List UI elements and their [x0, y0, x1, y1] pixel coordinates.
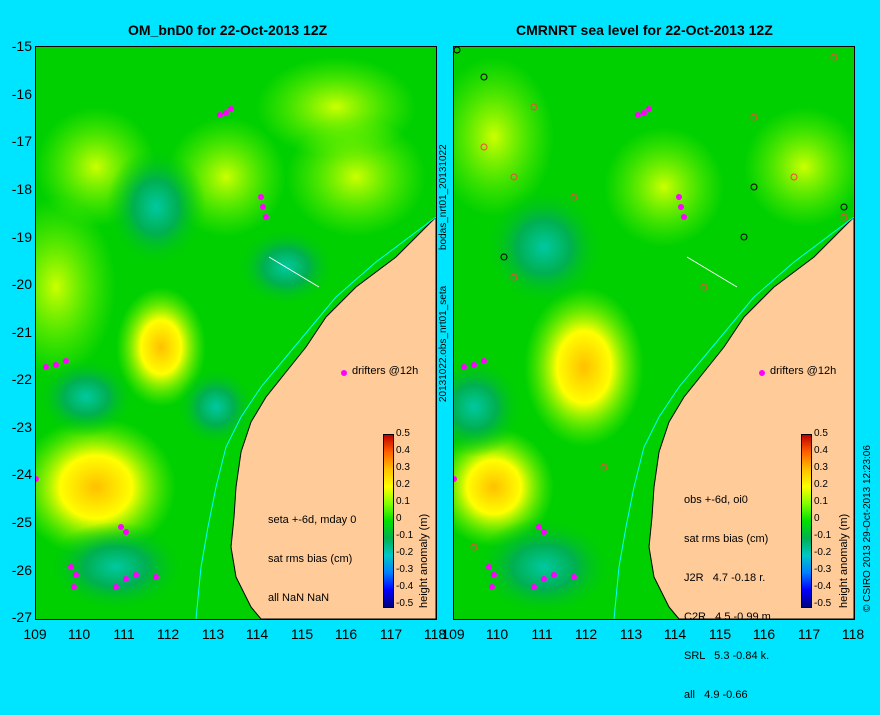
y-tick-label: -23 — [11, 419, 32, 435]
x-tick-label: 112 — [574, 626, 598, 642]
right-colorbar-label: height anomaly (m) — [838, 513, 850, 608]
colorbar-tick-label: 0.2 — [396, 479, 410, 490]
colorbar-tick-label: -0.1 — [814, 530, 832, 541]
colorbar-tick-label: -0.2 — [814, 547, 832, 558]
x-tick-label: 118 — [423, 626, 447, 642]
x-tick-label: 117 — [379, 626, 403, 642]
colorbar-tick-label: 0.3 — [814, 462, 828, 473]
y-tick-label: -21 — [11, 324, 32, 340]
y-tick-label: -16 — [11, 86, 32, 102]
left-map-graphic — [36, 47, 436, 619]
right-info-line: obs +-6d, oi0 — [684, 494, 748, 506]
copyright-label: © CSIRO 2013 29-Oct-2013 12:23:06 — [862, 445, 873, 612]
colorbar-tick-label: -0.5 — [814, 598, 832, 609]
x-tick-label: 116 — [752, 626, 776, 642]
colorbar-tick-label: -0.2 — [396, 547, 414, 558]
right-info-line: all 4.9 -0.66 — [684, 689, 748, 701]
colorbar-tick-label: 0.4 — [814, 445, 828, 456]
x-tick-label: 112 — [156, 626, 180, 642]
right-drifters-label: drifters @12h — [770, 365, 837, 377]
colorbar-tick-label: 0.4 — [396, 445, 410, 456]
x-tick-label: 110 — [67, 626, 91, 642]
x-tick-label: 113 — [619, 626, 643, 642]
left-info-line: seta +-6d, mday 0 — [268, 514, 357, 526]
x-tick-label: 110 — [485, 626, 509, 642]
colorbar-tick-label: -0.5 — [396, 598, 414, 609]
x-tick-label: 115 — [290, 626, 314, 642]
colorbar-tick-label: 0.5 — [814, 428, 828, 439]
x-tick-label: 116 — [334, 626, 358, 642]
x-tick-label: 115 — [708, 626, 732, 642]
y-tick-label: -15 — [11, 38, 32, 54]
x-tick-label: 111 — [531, 626, 553, 642]
y-tick-label: -25 — [11, 514, 32, 530]
colorbar-tick-label: 0.3 — [396, 462, 410, 473]
y-tick-label: -18 — [11, 181, 32, 197]
y-tick-label: -26 — [11, 562, 32, 578]
x-tick-label: 118 — [841, 626, 865, 642]
colorbar-tick-label: -0.4 — [396, 581, 414, 592]
colorbar-tick-label: 0.2 — [814, 479, 828, 490]
colorbar-tick-label: 0 — [396, 513, 402, 524]
colorbar-tick-label: -0.3 — [814, 564, 832, 575]
obs-id-label: 20131022.obs_nrt01_seta — [438, 285, 449, 402]
y-tick-label: -17 — [11, 133, 32, 149]
right-map — [453, 46, 855, 620]
colorbar-tick-label: -0.4 — [814, 581, 832, 592]
x-tick-label: 109 — [23, 626, 47, 642]
colorbar-tick-label: -0.3 — [396, 564, 414, 575]
right-info-box: obs +-6d, oi0 sat rms bias (cm) J2R 4.7 … — [684, 468, 774, 715]
colorbar-tick-label: 0.1 — [396, 496, 410, 507]
colorbar-tick-label: 0.5 — [396, 428, 410, 439]
left-colorbar-label: height anomaly (m) — [418, 513, 430, 608]
x-tick-label: 111 — [113, 626, 135, 642]
right-info-line: C2R 4.5 -0.99 m. — [684, 611, 774, 623]
x-tick-label: 114 — [663, 626, 687, 642]
left-drifters-label: drifters @12h — [352, 365, 419, 377]
right-map-graphic — [454, 47, 854, 619]
right-info-line: SRL 5.3 -0.84 k. — [684, 650, 770, 662]
left-colorbar — [383, 434, 394, 608]
x-tick-label: 109 — [441, 626, 465, 642]
y-tick-label: -20 — [11, 276, 32, 292]
colorbar-tick-label: -0.1 — [396, 530, 414, 541]
y-tick-label: -27 — [11, 609, 32, 625]
left-info-line: sat rms bias (cm) — [268, 553, 353, 565]
x-tick-label: 117 — [797, 626, 821, 642]
colorbar-tick-label: 0 — [814, 513, 820, 524]
left-map — [35, 46, 437, 620]
y-tick-label: -19 — [11, 229, 32, 245]
left-info-box: seta +-6d, mday 0 sat rms bias (cm) all … — [268, 488, 356, 618]
x-tick-label: 113 — [201, 626, 225, 642]
y-tick-label: -24 — [11, 466, 32, 482]
left-info-line: all NaN NaN — [268, 592, 330, 604]
right-info-line: sat rms bias (cm) — [684, 533, 769, 545]
x-tick-label: 114 — [245, 626, 269, 642]
run-id-label: bodas_nrt01_20131022 — [438, 144, 449, 250]
left-map-title: OM_bnD0 for 22-Oct-2013 12Z — [128, 22, 328, 38]
right-info-line: J2R 4.7 -0.18 r. — [684, 572, 766, 584]
right-map-title: CMRNRT sea level for 22-Oct-2013 12Z — [516, 22, 773, 38]
colorbar-tick-label: 0.1 — [814, 496, 828, 507]
y-tick-label: -22 — [11, 371, 32, 387]
right-colorbar — [801, 434, 812, 608]
